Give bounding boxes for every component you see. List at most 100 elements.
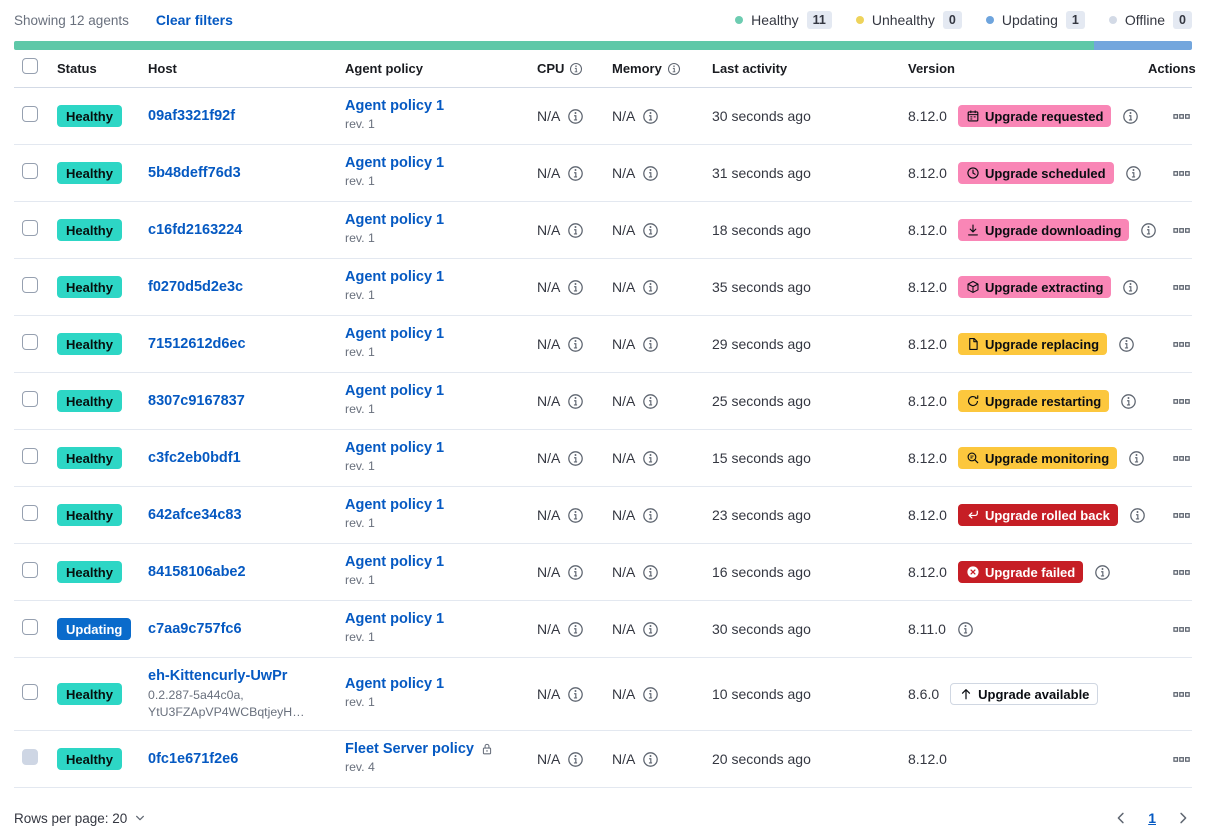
upgrade-info-icon[interactable] [1129,507,1146,524]
cpu-info-icon[interactable] [567,450,584,467]
host-link[interactable]: 09af3321f92f [148,108,235,124]
row-actions-button[interactable] [1171,749,1192,770]
host-link[interactable]: eh-Kittencurly-UwPr [148,668,287,684]
cpu-info-icon[interactable] [567,393,584,410]
agent-policy-link[interactable]: Agent policy 1 [345,269,444,285]
memory-info-icon[interactable] [642,621,659,638]
select-all-checkbox[interactable] [22,58,38,74]
memory-header-info-icon[interactable] [667,62,681,76]
column-header-status: Status [57,61,148,76]
next-page-button[interactable] [1174,809,1192,827]
agent-policy-link[interactable]: Fleet Server policy [345,741,474,757]
cpu-info-icon[interactable] [567,222,584,239]
host-link[interactable]: 8307c9167837 [148,393,245,409]
rows-per-page-button[interactable]: Rows per page: 20 [14,811,146,826]
boxes-horizontal-icon [1173,564,1190,581]
row-actions-button[interactable] [1171,334,1192,355]
cpu-info-icon[interactable] [567,686,584,703]
agent-policy-link[interactable]: Agent policy 1 [345,98,444,114]
row-checkbox[interactable] [22,220,38,236]
row-actions-button[interactable] [1171,163,1192,184]
memory-info-icon[interactable] [642,450,659,467]
page-1-button[interactable]: 1 [1144,810,1160,826]
host-link[interactable]: 5b48deff76d3 [148,165,241,181]
previous-page-button[interactable] [1112,809,1130,827]
row-checkbox[interactable] [22,619,38,635]
agent-policy-link[interactable]: Agent policy 1 [345,155,444,171]
agent-policy-link[interactable]: Agent policy 1 [345,212,444,228]
row-checkbox[interactable] [22,391,38,407]
arrow-up-icon [959,687,973,701]
agent-policy-link[interactable]: Agent policy 1 [345,611,444,627]
memory-info-icon[interactable] [642,108,659,125]
memory-info-icon[interactable] [642,686,659,703]
row-actions-button[interactable] [1171,391,1192,412]
row-actions-button[interactable] [1171,277,1192,298]
cpu-info-icon[interactable] [567,751,584,768]
upgrade-info-icon[interactable] [957,621,974,638]
row-actions-button[interactable] [1171,505,1192,526]
cpu-header-info-icon[interactable] [569,62,583,76]
row-actions-button[interactable] [1171,106,1192,127]
cpu-info-icon[interactable] [567,165,584,182]
boxes-horizontal-icon [1173,686,1190,703]
host-link[interactable]: 0fc1e671f2e6 [148,751,238,767]
row-actions-button[interactable] [1171,220,1192,241]
memory-info-icon[interactable] [642,336,659,353]
row-actions-button[interactable] [1171,684,1192,705]
agent-policy-link[interactable]: Agent policy 1 [345,383,444,399]
agent-policy-link[interactable]: Agent policy 1 [345,326,444,342]
upgrade-status-badge: Upgrade requested [958,105,1111,127]
cpu-info-icon[interactable] [567,279,584,296]
upgrade-info-icon[interactable] [1140,222,1157,239]
cpu-info-icon[interactable] [567,621,584,638]
host-link[interactable]: 71512612d6ec [148,336,246,352]
agent-policy-link[interactable]: Agent policy 1 [345,497,444,513]
memory-info-icon[interactable] [642,507,659,524]
row-checkbox[interactable] [22,334,38,350]
host-link[interactable]: 642afce34c83 [148,507,242,523]
host-link[interactable]: 84158106abe2 [148,564,246,580]
row-checkbox[interactable] [22,505,38,521]
host-link[interactable]: c7aa9c757fc6 [148,621,242,637]
column-header-memory: Memory [612,61,712,76]
upgrade-info-icon[interactable] [1122,108,1139,125]
host-link[interactable]: f0270d5d2e3c [148,279,243,295]
host-link[interactable]: c3fc2eb0bdf1 [148,450,241,466]
upgrade-info-icon[interactable] [1128,450,1145,467]
upgrade-info-icon[interactable] [1122,279,1139,296]
policy-revision: rev. 1 [345,401,537,418]
upgrade-info-icon[interactable] [1125,165,1142,182]
agent-policy-link[interactable]: Agent policy 1 [345,440,444,456]
cpu-info-icon[interactable] [567,336,584,353]
row-checkbox[interactable] [22,163,38,179]
boxes-horizontal-icon [1173,165,1190,182]
row-checkbox[interactable] [22,277,38,293]
cpu-info-icon[interactable] [567,108,584,125]
row-checkbox[interactable] [22,562,38,578]
row-checkbox[interactable] [22,684,38,700]
row-actions-button[interactable] [1171,448,1192,469]
cpu-info-icon[interactable] [567,507,584,524]
agent-version: 8.12.0 [908,279,947,295]
upgrade-info-icon[interactable] [1120,393,1137,410]
host-link[interactable]: c16fd2163224 [148,222,242,238]
row-checkbox[interactable] [22,106,38,122]
memory-info-icon[interactable] [642,564,659,581]
upgrade-info-icon[interactable] [1094,564,1111,581]
agent-policy-link[interactable]: Agent policy 1 [345,676,444,692]
row-checkbox[interactable] [22,448,38,464]
cpu-info-icon[interactable] [567,564,584,581]
agent-policy-link[interactable]: Agent policy 1 [345,554,444,570]
row-actions-button[interactable] [1171,562,1192,583]
row-actions-button[interactable] [1171,619,1192,640]
memory-info-icon[interactable] [642,751,659,768]
memory-info-icon[interactable] [642,222,659,239]
cpu-value: N/A [537,393,560,409]
agent-row: Healthy f0270d5d2e3c Agent policy 1 rev.… [14,259,1192,316]
upgrade-info-icon[interactable] [1118,336,1135,353]
memory-info-icon[interactable] [642,279,659,296]
clear-filters-link[interactable]: Clear filters [156,12,233,28]
memory-info-icon[interactable] [642,165,659,182]
memory-info-icon[interactable] [642,393,659,410]
